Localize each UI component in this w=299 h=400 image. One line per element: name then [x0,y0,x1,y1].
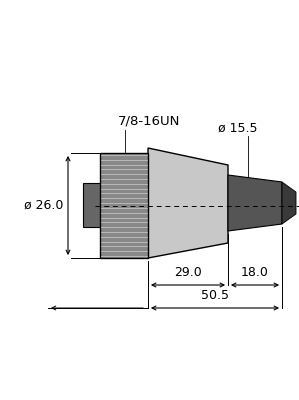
Bar [83,183,104,227]
Polygon shape [228,175,282,231]
Polygon shape [282,182,296,224]
Text: 18.0: 18.0 [241,266,269,279]
Polygon shape [148,148,228,258]
Text: 7/8-16UN: 7/8-16UN [118,115,180,128]
Bar [100,153,148,258]
Text: 50.5: 50.5 [201,289,229,302]
Text: ø 26.0: ø 26.0 [24,199,63,212]
Text: ø 15.5: ø 15.5 [218,122,257,135]
Text: 29.0: 29.0 [174,266,202,279]
